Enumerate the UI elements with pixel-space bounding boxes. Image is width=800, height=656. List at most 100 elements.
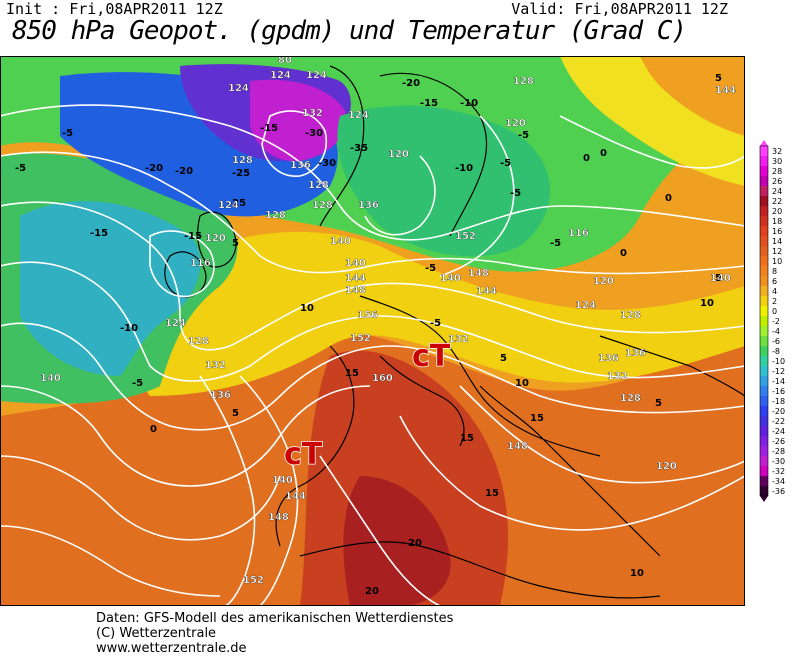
gp-label: 128 (312, 200, 333, 211)
color-scale-tick-label: -32 (772, 467, 785, 476)
color-scale-cell (760, 356, 768, 366)
temp-label: -10 (120, 323, 138, 334)
temp-label: 5 (500, 353, 507, 364)
temp-zone-cyan (20, 201, 201, 376)
temp-label: -5 (500, 158, 511, 169)
gp-label: 116 (190, 258, 211, 269)
color-scale-tick-label: 0 (772, 307, 777, 316)
gp-label: 152 (243, 575, 264, 586)
temp-label: 0 (600, 148, 607, 159)
color-scale-cell (760, 186, 768, 196)
temp-label: 0 (665, 193, 672, 204)
color-scale-tick-label: 26 (772, 177, 782, 186)
color-scale-tick-label: -4 (772, 327, 780, 336)
gp-label: 144 (476, 286, 497, 297)
color-scale-cell (760, 206, 768, 216)
color-scale-tick-label: -24 (772, 427, 785, 436)
temp-label: -35 (350, 143, 368, 154)
temp-label: 5 (715, 273, 722, 284)
color-scale-tick-label: 28 (772, 167, 782, 176)
gp-label: 140 (272, 475, 293, 486)
temp-label: 5 (232, 238, 239, 249)
airmass-label-ct-2: cT (284, 437, 323, 472)
color-scale-tick-label: 30 (772, 157, 782, 166)
gp-label: 128 (513, 76, 534, 87)
temp-label: -15 (260, 123, 278, 134)
temp-label: 20 (408, 538, 422, 549)
gp-label: 140 (710, 273, 731, 284)
gp-label: 136 (210, 390, 231, 401)
color-scale-cell (760, 446, 768, 456)
valid-time-label: Valid: Fri,08APR2011 12Z (511, 0, 728, 18)
color-scale-tick-label: -30 (772, 457, 785, 466)
color-scale-cell (760, 376, 768, 386)
gp-label: 136 (358, 200, 379, 211)
gp-label: 124 (218, 200, 239, 211)
gp-label: 144 (345, 273, 366, 284)
color-scale-tick-label: -26 (772, 437, 785, 446)
gp-label: 124 (575, 300, 596, 311)
color-scale-bar: 32302826242220181614121086420-2-4-6-8-10… (759, 140, 785, 502)
color-scale-cell (760, 396, 768, 406)
temp-label: -5 (62, 128, 73, 139)
color-scale-cell (760, 406, 768, 416)
temp-zone-yellow-band (126, 231, 745, 396)
gp-label: 132 (448, 334, 469, 345)
color-scale-cell (760, 176, 768, 186)
color-scale-cell (760, 426, 768, 436)
temp-label: -20 (145, 163, 163, 174)
gp-label: 152 (455, 231, 476, 242)
temp-label: 15 (530, 413, 544, 424)
gp-label: 120 (205, 233, 226, 244)
gp-label: 132 (302, 108, 323, 119)
color-scale-tick-label: 32 (772, 147, 782, 156)
gp-label: 120 (505, 118, 526, 129)
airmass-label-ct-1: cT (412, 339, 451, 374)
color-scale-tick-label: -18 (772, 397, 785, 406)
footer-copyright: (C) Wetterzentrale (96, 626, 217, 641)
gp-label: 132 (205, 360, 226, 371)
color-scale-tick-label: -10 (772, 357, 785, 366)
color-scale-tick-label: -22 (772, 417, 785, 426)
color-scale-cell (760, 416, 768, 426)
temp-zone-very-hot (343, 476, 451, 606)
color-scale-tick-label: 14 (772, 237, 782, 246)
gp-label: 136 (290, 160, 311, 171)
gp-label: 136 (625, 348, 646, 359)
gp-label: 140 (440, 273, 461, 284)
color-scale-tick-label: 16 (772, 227, 782, 236)
gp-label: 136 (598, 353, 619, 364)
color-scale-cell (760, 326, 768, 336)
gp-label: 140 (40, 373, 61, 384)
color-scale-cell (760, 486, 768, 496)
temp-label: -10 (455, 163, 473, 174)
temp-label: 10 (300, 303, 314, 314)
airmass-labels: cT cT (283, 338, 451, 473)
temp-label: -10 (460, 98, 478, 109)
color-scale-cell (760, 436, 768, 446)
gp-label: 80 (278, 56, 292, 66)
temp-label: 5 (715, 73, 722, 84)
temp-label: 0 (620, 248, 627, 259)
temp-label: -30 (305, 128, 323, 139)
gp-label: 148 (468, 268, 489, 279)
gp-label: 120 (656, 461, 677, 472)
color-scale-cell (760, 236, 768, 246)
gp-label: 128 (620, 310, 641, 321)
temp-label: -15 (90, 228, 108, 239)
temp-label: -20 (175, 166, 193, 177)
color-scale-tick-label: -2 (772, 317, 780, 326)
temp-label: -25 (228, 198, 246, 209)
color-scale-cell (760, 476, 768, 486)
gp-label: 124 (165, 318, 186, 329)
gp-label: 144 (285, 491, 306, 502)
color-scale-tick-label: -20 (772, 407, 785, 416)
color-scale-cell (760, 146, 768, 156)
temp-label: 15 (460, 433, 474, 444)
color-scale-cell (760, 306, 768, 316)
temp-label: -15 (184, 231, 202, 242)
color-scale-tick-label: -16 (772, 387, 785, 396)
gp-label: 124 (228, 83, 249, 94)
temp-label: -20 (402, 78, 420, 89)
color-scale-cell (760, 316, 768, 326)
